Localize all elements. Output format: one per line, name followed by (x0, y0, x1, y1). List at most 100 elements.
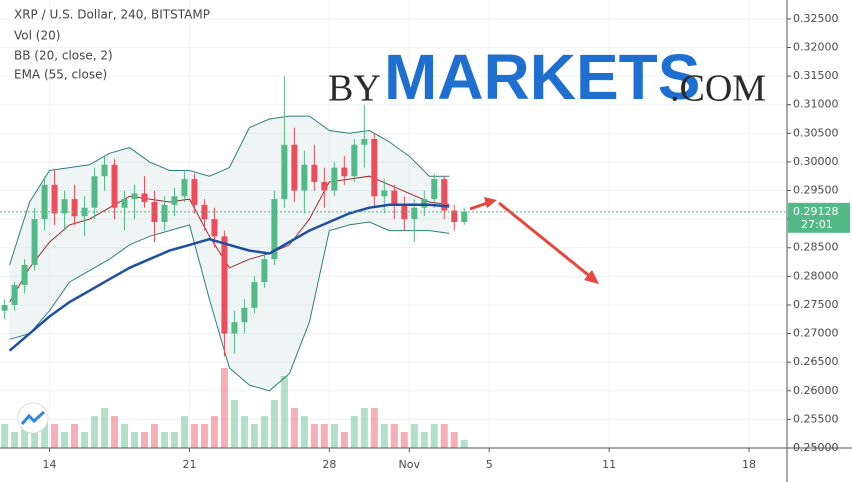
volume-bar (140, 432, 148, 448)
candle-body (441, 179, 448, 211)
candle-body (291, 144, 298, 191)
bb-fill (9, 116, 450, 391)
candle-body (51, 184, 58, 214)
y-tick-label: 0.28500 (793, 241, 839, 254)
candle-body (41, 184, 48, 220)
candle-body (151, 201, 158, 222)
candle-body (71, 199, 78, 217)
volume-bar (11, 432, 19, 448)
candle-body (421, 199, 428, 208)
candle-body (171, 196, 178, 205)
candle-body (341, 167, 348, 177)
candles (1, 76, 468, 357)
volume-bar (180, 416, 188, 448)
candle-body (371, 139, 378, 197)
volume-bar (330, 424, 338, 448)
candle-body (181, 179, 188, 197)
volume-bar (400, 432, 408, 448)
watermark-by: BY (328, 68, 381, 110)
y-tick-label: 0.32000 (793, 40, 839, 53)
volume-bar (280, 376, 288, 448)
x-tick-label: 5 (486, 458, 493, 471)
y-tick-label: 0.28000 (793, 269, 839, 282)
y-tick-label: 0.27500 (793, 298, 839, 311)
volume-bar (210, 416, 218, 448)
volume-bar (61, 432, 69, 448)
volume-bar (41, 416, 49, 448)
y-tick-label: 0.25000 (793, 441, 839, 454)
volume-bar (71, 424, 79, 448)
x-tick-label: 11 (602, 458, 616, 471)
candle-body (301, 164, 308, 191)
volume-bar (190, 424, 198, 448)
logo-mark (20, 410, 46, 425)
candle-body (11, 284, 18, 305)
chart-title: XRP / U.S. Dollar, 240, BITSTAMP (14, 8, 210, 22)
volume-bar (290, 408, 298, 448)
x-tick-label: 21 (182, 458, 196, 471)
watermark: BY MARKETS .COM (328, 41, 766, 113)
bb-lower (9, 221, 450, 392)
volume-bar (240, 416, 248, 448)
volume-bar (220, 368, 228, 448)
volume-bar (440, 424, 448, 448)
volume-bar (410, 424, 418, 448)
candle-body (411, 207, 418, 220)
candle-body (131, 193, 138, 200)
volume-bar (420, 432, 428, 448)
volume-bar (1, 424, 9, 448)
grid (0, 0, 787, 449)
candle-body (311, 164, 318, 182)
volume-bar (340, 432, 348, 448)
candle-body (251, 282, 258, 308)
candle-body (31, 219, 38, 265)
volume-bar (390, 424, 398, 448)
indicator-label: Vol (20) (14, 29, 60, 43)
candle-body (161, 204, 168, 222)
volume-bar (81, 432, 89, 448)
volume-bar (350, 416, 358, 448)
candle-body (331, 167, 338, 191)
volume-bar (160, 432, 168, 448)
y-tick-label: 0.27000 (793, 327, 839, 340)
forecast-arrows (469, 197, 599, 284)
candle-body (271, 199, 278, 260)
volume-bar (200, 424, 208, 448)
volume-bar (380, 424, 388, 448)
last-price-box (788, 202, 850, 233)
volume-bar (300, 416, 308, 448)
volume-bar (170, 432, 178, 448)
x-tick-label: 18 (742, 458, 756, 471)
volume-bar (460, 440, 468, 448)
volume-bar (360, 408, 368, 448)
x-tick-label: 28 (322, 458, 336, 471)
volume-bar (270, 400, 278, 448)
y-tick-label: 0.26500 (793, 355, 839, 368)
candle-body (321, 181, 328, 191)
candle-body (261, 259, 268, 283)
volume-bar (320, 424, 328, 448)
volume-bar (150, 424, 158, 448)
candle-body (91, 176, 98, 208)
volume-bar (130, 432, 138, 448)
y-tick-label: 0.31500 (793, 69, 839, 82)
candle-body (361, 139, 368, 145)
watermark-markets: MARKETS (384, 41, 700, 113)
arrow-line (498, 201, 593, 280)
arrow-head (484, 197, 497, 208)
candle-body (451, 210, 458, 222)
volume-pane (1, 368, 468, 448)
candle-body (221, 236, 228, 334)
candle-body (281, 144, 288, 200)
volume-bar (250, 424, 258, 448)
volume-bar (430, 424, 438, 448)
candle-body (431, 179, 438, 200)
volume-bar (91, 416, 99, 448)
countdown-label: 27:01 (801, 218, 833, 231)
candle-body (231, 322, 238, 334)
x-tick-label: 14 (43, 458, 57, 471)
candle-body (211, 219, 218, 237)
watermark-com: .COM (670, 68, 766, 110)
